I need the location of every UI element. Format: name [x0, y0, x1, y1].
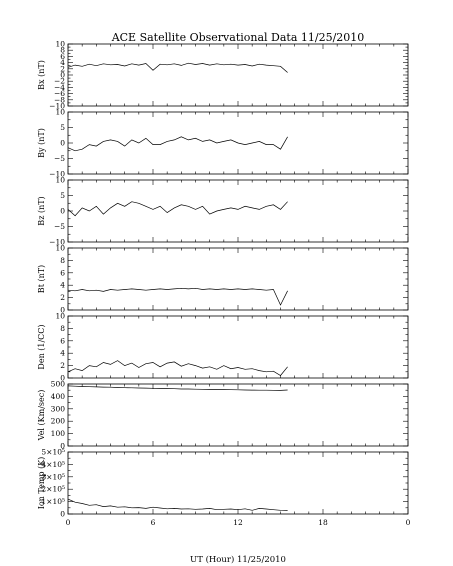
y-tick-label: 8: [60, 46, 65, 55]
chart-title: ACE Satellite Observational Data 11/25/2…: [111, 31, 365, 44]
series-line-panel-5: [67, 360, 288, 376]
y-tick-label: 0: [60, 71, 65, 80]
panel-frame: [67, 451, 409, 515]
y-tick-label: 0: [60, 207, 65, 216]
panel-7: 5×10⁵ 4×10⁵ 3×10⁵ 2×10⁵ 1×10⁵ 0 Ion Temp (K): [37, 448, 409, 519]
series-line-panel-1: [67, 62, 288, 73]
y-tick-label: 2: [60, 64, 65, 73]
y-tick-label: 6: [60, 268, 65, 277]
series-line-panel-6: [67, 385, 288, 391]
x-tick-label: 0: [66, 518, 71, 527]
y-tick-label: 0: [60, 510, 65, 519]
y-tick-label: 2: [60, 293, 65, 302]
y-tick-label: 2×10⁵: [41, 485, 65, 494]
panel-frame: [67, 179, 409, 243]
series-line-panel-3: [67, 201, 288, 217]
panel-6: 500 400 300 200 100 0 Vel (Km/sec): [37, 380, 409, 451]
y-axis-label: Ion Temp (K): [37, 457, 46, 510]
panel-frame: [67, 43, 409, 107]
y-tick-label: −10: [49, 238, 65, 247]
y-tick-label: 100: [51, 429, 66, 438]
panel-frame: [67, 315, 409, 379]
y-axis-label: Den (1/CC): [37, 324, 46, 369]
y-tick-label: 2: [60, 361, 65, 370]
y-tick-label: 200: [51, 417, 66, 426]
y-tick-label: 5: [60, 123, 65, 132]
x-tick-label: 0: [406, 518, 411, 527]
y-tick-label: 4: [60, 349, 65, 358]
y-tick-label: 10: [55, 312, 65, 321]
y-axis-label: Bz (nT): [37, 196, 46, 225]
y-axis-label: By (nT): [37, 128, 46, 158]
y-tick-label: −6: [54, 89, 65, 98]
panel-5: 10 8 6 4 2 0 Den (1/CC): [37, 312, 409, 383]
y-tick-label: −8: [54, 95, 65, 104]
y-tick-label: 0: [60, 442, 65, 451]
panel-frame: [67, 383, 409, 447]
y-tick-label: 400: [51, 392, 66, 401]
y-axis-label: Vel (Km/sec): [37, 390, 46, 442]
y-tick-label: 10: [55, 244, 65, 253]
y-tick-label: 10: [55, 176, 65, 185]
y-axis-label: Bx (nT): [37, 60, 46, 90]
y-tick-label: 0: [60, 374, 65, 383]
series-line-panel-2: [67, 136, 288, 152]
y-tick-label: 0: [60, 306, 65, 315]
y-tick-label: −10: [49, 170, 65, 179]
y-tick-label: −5: [54, 222, 65, 231]
y-tick-label: 5: [60, 191, 65, 200]
y-axis-label: Bt (nT): [37, 265, 46, 293]
y-tick-label: 0: [60, 139, 65, 148]
x-tick-label: 6: [151, 518, 156, 527]
y-tick-label: 300: [51, 404, 66, 413]
y-tick-label: 4: [60, 58, 65, 67]
y-tick-label: 10: [55, 40, 65, 49]
panel-2: 10 5 0 −5 −10 By (nT): [37, 108, 409, 179]
y-tick-label: 8: [60, 324, 65, 333]
y-tick-label: 10: [55, 108, 65, 117]
y-tick-label: −4: [54, 83, 65, 92]
y-tick-label: 4: [60, 281, 65, 290]
x-tick-label: 12: [233, 518, 243, 527]
panel-3: 10 5 0 −5 −10 Bz (nT): [37, 176, 409, 247]
x-tick-label: 18: [318, 518, 328, 527]
y-tick-label: −10: [49, 102, 65, 111]
y-tick-label: 5×10⁵: [41, 448, 65, 457]
y-tick-label: 6: [60, 336, 65, 345]
x-axis-label: UT (Hour) 11/25/2010: [190, 554, 286, 565]
y-tick-label: 3×10⁵: [41, 472, 65, 481]
series-line-panel-4: [67, 287, 288, 306]
panel-frame: [67, 247, 409, 311]
y-tick-label: 8: [60, 256, 65, 265]
series-line-panel-7: [67, 498, 288, 511]
panel-4: 10 8 6 4 2 0 Bt (nT): [37, 244, 409, 315]
y-tick-label: 1×10⁵: [41, 497, 65, 506]
y-tick-label: −5: [54, 154, 65, 163]
y-tick-label: 6: [60, 52, 65, 61]
y-tick-label: −2: [54, 77, 65, 86]
y-tick-label: 4×10⁵: [41, 460, 65, 469]
y-tick-label: 500: [51, 380, 66, 389]
